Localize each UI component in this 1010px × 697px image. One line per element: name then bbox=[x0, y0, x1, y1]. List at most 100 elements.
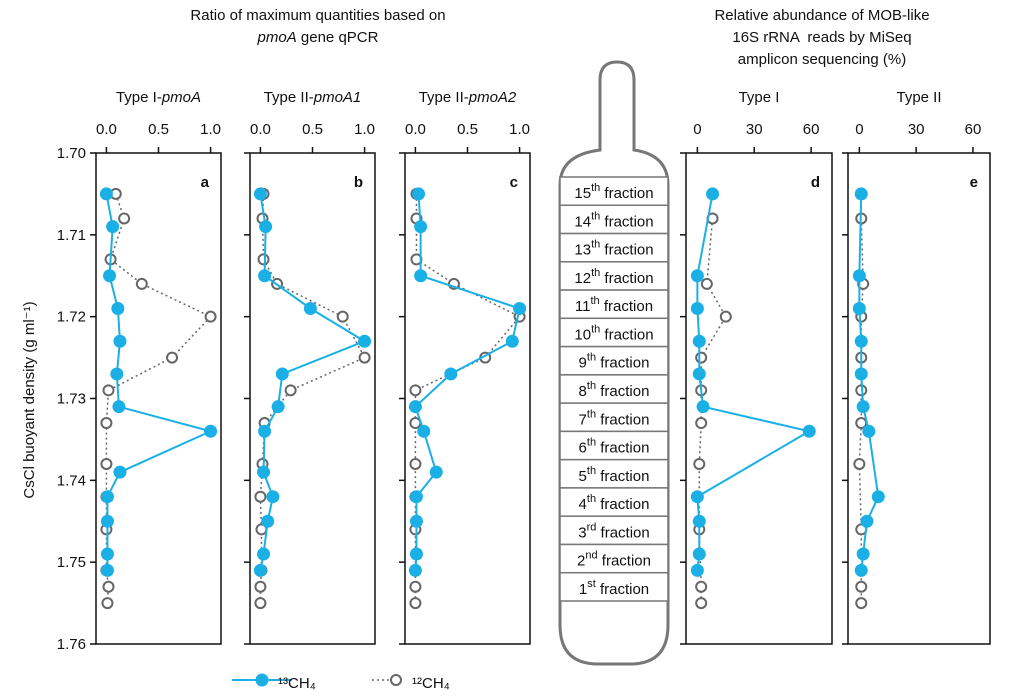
data-point bbox=[261, 514, 275, 528]
series-line bbox=[105, 193, 212, 604]
data-point bbox=[254, 580, 267, 593]
fraction-label: 9th fraction bbox=[579, 352, 650, 372]
data-point bbox=[266, 490, 280, 504]
data-point bbox=[106, 220, 120, 234]
fraction-suffix: nd bbox=[585, 550, 597, 562]
data-point bbox=[692, 367, 706, 381]
header-right: amplicon sequencing (%) bbox=[738, 51, 906, 68]
data-point bbox=[409, 580, 422, 593]
fraction-label: 10th fraction bbox=[574, 323, 653, 343]
data-point bbox=[695, 351, 708, 364]
data-point bbox=[690, 490, 704, 504]
data-point bbox=[692, 334, 706, 348]
y-tick-label: 1.71 bbox=[57, 227, 86, 244]
data-point bbox=[111, 301, 125, 315]
fraction-word: fraction bbox=[600, 440, 649, 457]
header-left: Ratio of maximum quantities based on bbox=[190, 7, 445, 24]
data-point bbox=[695, 597, 708, 610]
data-point bbox=[135, 277, 148, 290]
data-point bbox=[258, 269, 272, 283]
fraction-label: 1st fraction bbox=[579, 578, 649, 598]
fraction-cell bbox=[559, 345, 669, 376]
fraction-label: 4th fraction bbox=[579, 493, 650, 513]
x-tick-label: 0 bbox=[855, 121, 863, 138]
data-point bbox=[275, 367, 289, 381]
fraction-suffix: th bbox=[587, 352, 596, 364]
legend-label: ¹²CH₄ bbox=[412, 675, 450, 692]
data-point bbox=[409, 457, 422, 470]
fraction-suffix: th bbox=[591, 295, 600, 307]
data-point bbox=[690, 563, 704, 577]
fraction-label: 2nd fraction bbox=[577, 550, 651, 570]
fraction-number: 11 bbox=[575, 298, 591, 315]
data-point bbox=[695, 580, 708, 593]
data-point bbox=[513, 301, 527, 315]
data-point bbox=[358, 351, 371, 364]
panel-title: Type II-pmoA1 bbox=[264, 89, 362, 106]
x-tick-label: 0.5 bbox=[148, 121, 169, 138]
x-tick-label: 0.0 bbox=[96, 121, 117, 138]
fraction-label: 6th fraction bbox=[579, 437, 650, 457]
fraction-suffix: th bbox=[591, 210, 600, 222]
fraction-suffix: th bbox=[587, 437, 596, 449]
data-point bbox=[409, 384, 422, 397]
panel-title-text: Type I bbox=[739, 89, 780, 106]
fraction-word: fraction bbox=[604, 270, 653, 287]
fraction-suffix: st bbox=[587, 578, 596, 590]
header-left-2: pmoA gene qPCR bbox=[257, 29, 379, 46]
data-point bbox=[100, 457, 113, 470]
series-line bbox=[259, 193, 366, 604]
x-tick-label: 0.5 bbox=[302, 121, 323, 138]
y-tick-label: 1.76 bbox=[57, 636, 86, 653]
data-point bbox=[254, 597, 267, 610]
fraction-word: fraction bbox=[602, 553, 651, 570]
legend-marker bbox=[390, 674, 402, 686]
data-point bbox=[871, 490, 885, 504]
series-line bbox=[259, 193, 367, 571]
series-line bbox=[105, 193, 214, 571]
panel-letter: c bbox=[510, 174, 518, 191]
data-point bbox=[99, 187, 113, 201]
data-point bbox=[102, 384, 115, 397]
data-point bbox=[692, 547, 706, 561]
fraction-label: 8th fraction bbox=[579, 380, 650, 400]
header-right: Relative abundance of MOB-like bbox=[714, 7, 929, 24]
data-point bbox=[303, 301, 317, 315]
fraction-label: 15th fraction bbox=[574, 182, 653, 202]
panel-title-text: Type II- bbox=[264, 89, 314, 106]
data-point bbox=[700, 277, 713, 290]
fraction-suffix: th bbox=[591, 267, 600, 279]
y-tick-label: 1.72 bbox=[57, 309, 86, 326]
fraction-number: 6 bbox=[579, 440, 587, 457]
data-point bbox=[412, 187, 426, 201]
data-point bbox=[102, 580, 115, 593]
fraction-number: 14 bbox=[574, 213, 591, 230]
fraction-number: 12 bbox=[574, 270, 591, 287]
data-point bbox=[204, 424, 218, 438]
data-point bbox=[358, 334, 372, 348]
data-point bbox=[113, 465, 127, 479]
fraction-number: 3 bbox=[578, 524, 586, 541]
fraction-word: fraction bbox=[604, 213, 653, 230]
legend-marker bbox=[255, 673, 269, 687]
fraction-cell bbox=[559, 430, 669, 461]
fraction-suffix: th bbox=[587, 493, 596, 505]
fraction-number: 5 bbox=[579, 468, 587, 485]
y-tick-label: 1.75 bbox=[57, 554, 86, 571]
data-point bbox=[254, 490, 267, 503]
x-tick-label: 60 bbox=[803, 121, 820, 138]
data-point bbox=[284, 384, 297, 397]
data-point bbox=[690, 269, 704, 283]
fraction-suffix: th bbox=[591, 239, 600, 251]
data-point bbox=[505, 334, 519, 348]
data-point bbox=[696, 400, 710, 414]
legend: ¹³CH₄ ¹²CH₄ bbox=[232, 673, 450, 692]
data-point bbox=[257, 253, 270, 266]
data-point bbox=[719, 310, 732, 323]
fraction-word: fraction bbox=[600, 383, 649, 400]
x-tick-label: 0.0 bbox=[405, 121, 426, 138]
fraction-word: fraction bbox=[600, 355, 649, 372]
data-point bbox=[112, 400, 126, 414]
x-tick-label: 1.0 bbox=[509, 121, 530, 138]
